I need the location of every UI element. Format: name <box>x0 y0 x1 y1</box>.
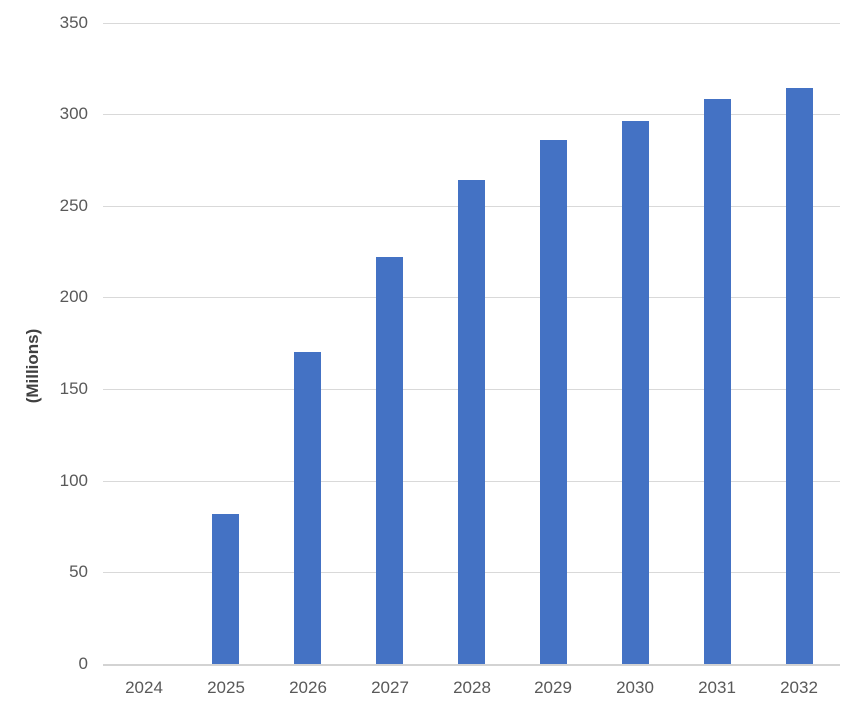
x-tick-label: 2028 <box>453 678 491 697</box>
x-tick-label: 2025 <box>207 678 245 697</box>
x-tick-label: 2031 <box>698 678 736 697</box>
x-tick-label: 2030 <box>616 678 654 697</box>
y-tick-label: 150 <box>59 379 88 398</box>
bar-2025 <box>212 514 239 664</box>
x-tick-label: 2026 <box>289 678 327 697</box>
y-tick-label: 250 <box>59 196 88 215</box>
gridline <box>103 23 840 24</box>
bar-2032 <box>786 88 813 664</box>
x-tick-label: 2029 <box>534 678 572 697</box>
y-tick-label: 350 <box>59 13 88 32</box>
y-tick-label: 50 <box>69 562 88 581</box>
bar-2031 <box>704 99 731 664</box>
y-tick-label: 300 <box>59 104 88 123</box>
bar-2030 <box>622 121 649 664</box>
gridline <box>103 114 840 115</box>
bar-2028 <box>458 180 485 664</box>
bar-2026 <box>294 352 321 664</box>
x-tick-label: 2032 <box>780 678 818 697</box>
y-tick-label: 0 <box>78 654 88 673</box>
x-axis-line <box>103 663 840 666</box>
bar-2027 <box>376 257 403 664</box>
y-tick-label: 200 <box>59 287 88 306</box>
x-tick-label: 2027 <box>371 678 409 697</box>
bar-2029 <box>540 140 567 664</box>
y-tick-label: 100 <box>59 471 88 490</box>
x-tick-label: 2024 <box>125 678 163 697</box>
